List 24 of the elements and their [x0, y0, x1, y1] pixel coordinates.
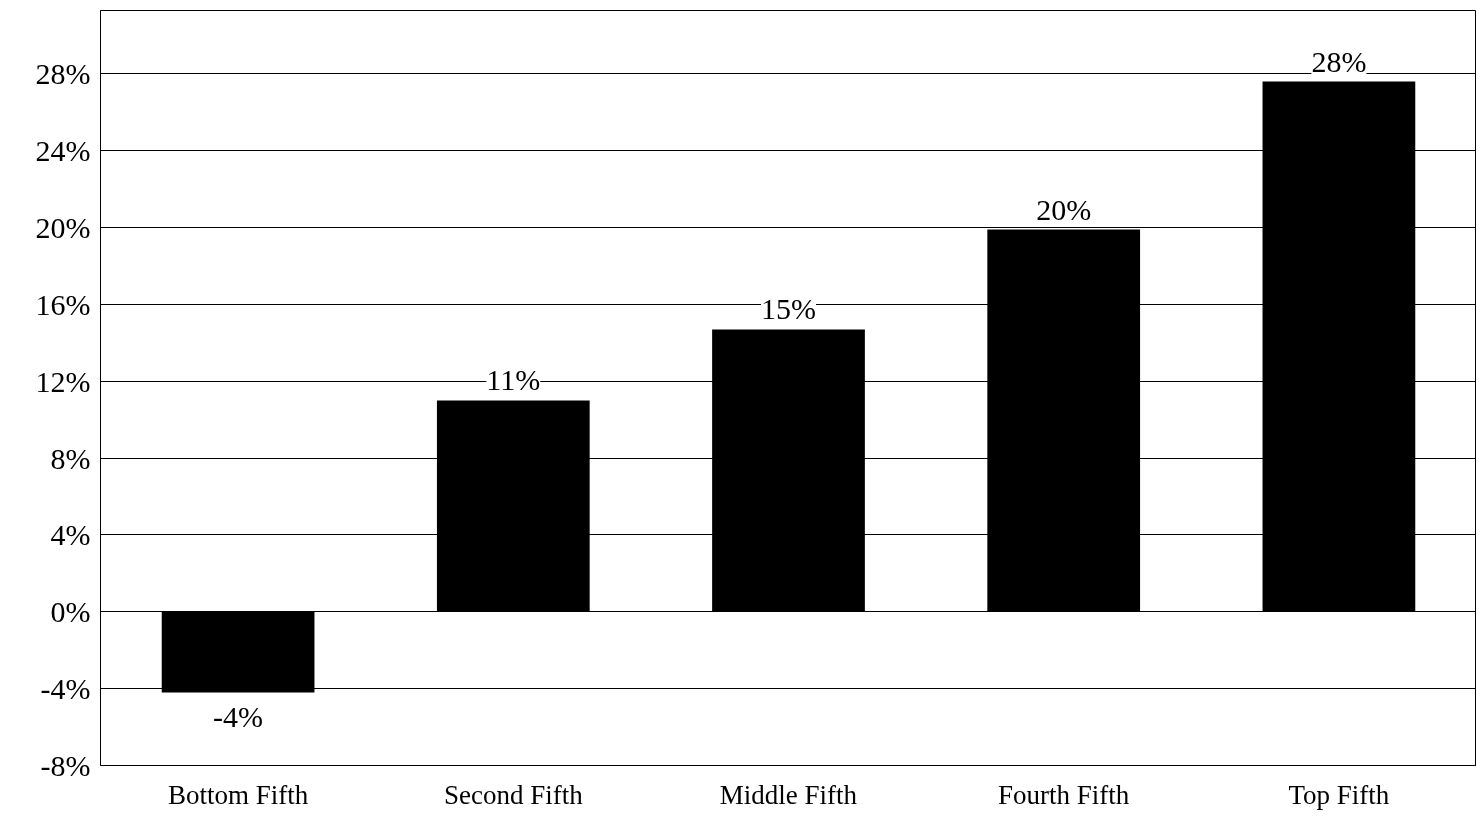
x-tick-label: Second Fifth — [443, 779, 584, 810]
x-tick-label: Middle Fifth — [719, 779, 858, 810]
data-label: 15% — [761, 292, 816, 326]
data-label: 20% — [1036, 192, 1092, 226]
x-tick-label: Bottom Fifth — [167, 779, 309, 810]
bar — [987, 229, 1141, 612]
y-tick-label: 28% — [35, 57, 91, 91]
y-tick-label: 24% — [35, 134, 91, 168]
y-tick-label: -4% — [40, 672, 91, 706]
bar — [712, 329, 865, 612]
y-tick-label: 12% — [35, 364, 91, 398]
y-tick-label: 0% — [50, 595, 91, 629]
bar — [436, 400, 590, 612]
x-tick-label: Top Fifth — [1288, 779, 1390, 810]
y-tick-label: 4% — [50, 518, 91, 552]
data-label: 11% — [486, 363, 541, 397]
y-tick-label: -8% — [40, 749, 91, 782]
bar — [1262, 81, 1416, 612]
x-tick-label: Fourth Fifth — [998, 779, 1130, 810]
y-tick-label: 20% — [35, 211, 91, 245]
y-tick-label: 8% — [50, 441, 91, 475]
y-tick-label: 16% — [35, 287, 91, 321]
data-label: 28% — [1311, 44, 1367, 78]
data-label: -4% — [213, 700, 264, 734]
